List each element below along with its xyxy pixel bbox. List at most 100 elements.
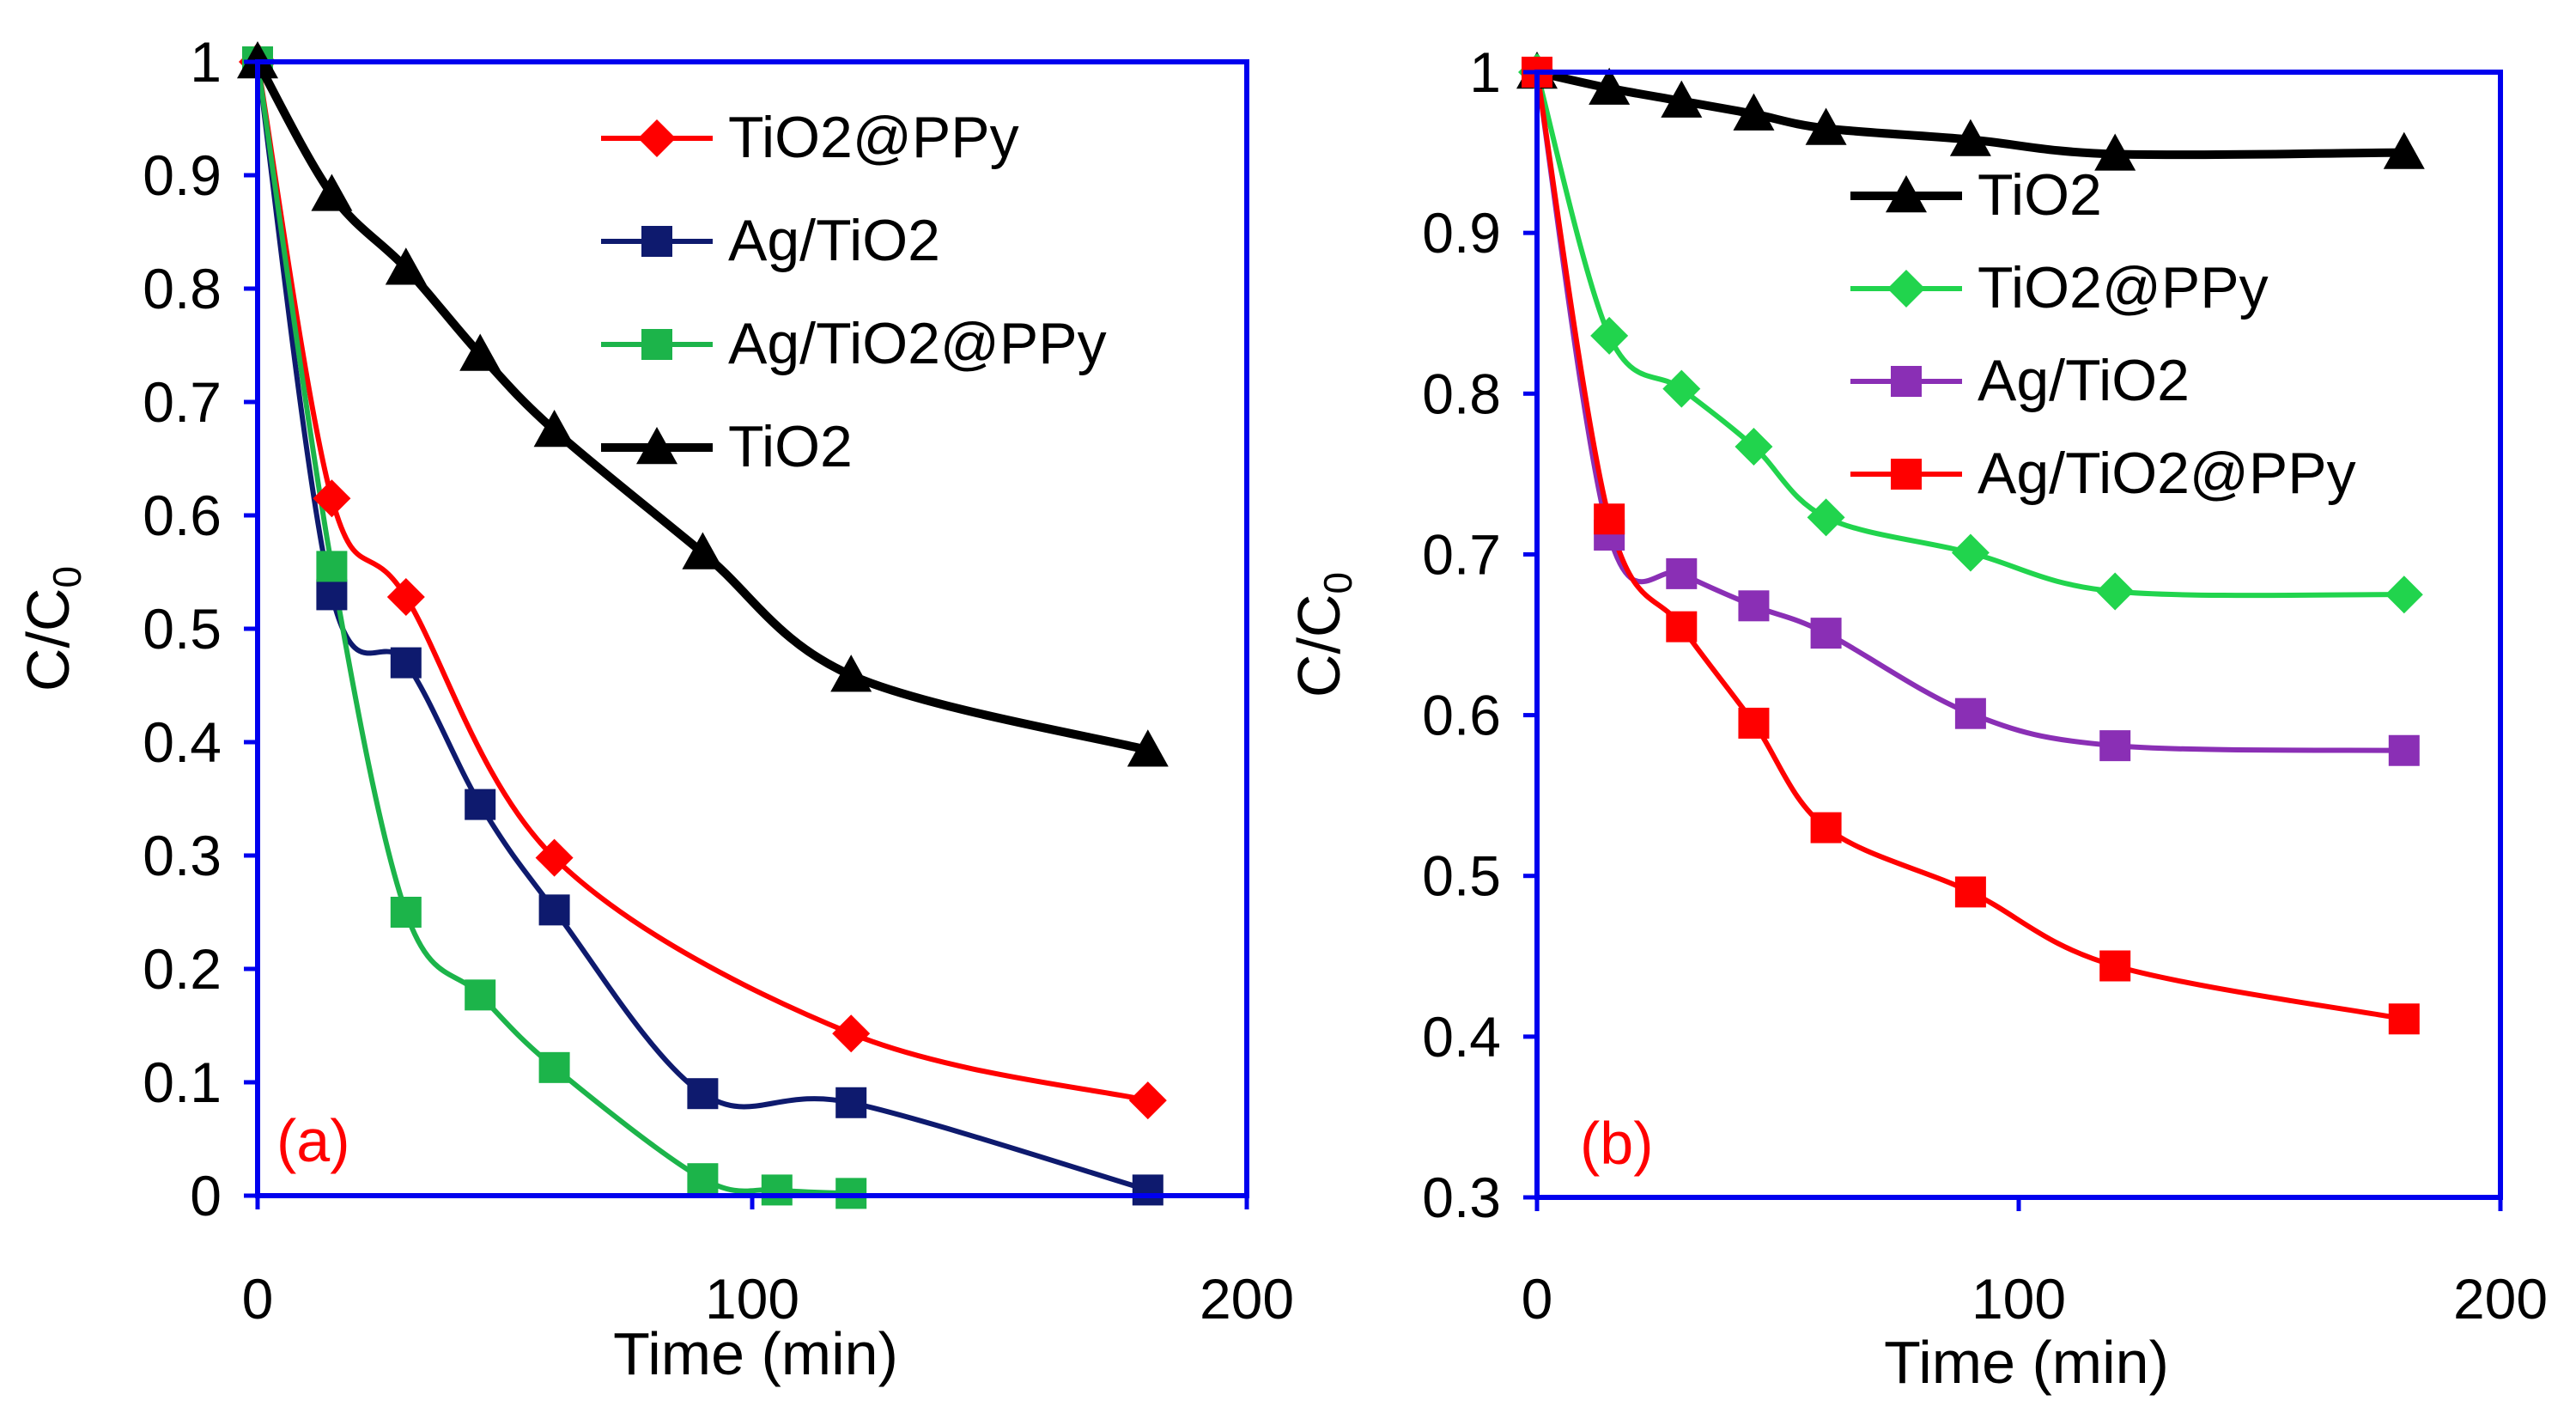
data-point-ag-tio2-ppy (687, 1163, 719, 1195)
y-axis-title-main: C/C (1285, 594, 1352, 698)
y-tick-label: 1 (190, 30, 222, 94)
legend-label-tio2-ppy: TiO2@PPy (1978, 255, 2269, 320)
data-point-tio2-ppy (2385, 576, 2423, 614)
data-point-tio2 (1127, 729, 1169, 767)
data-point-ag-tio2-ppy (538, 1051, 570, 1083)
y-tick-label: 0.8 (1422, 362, 1501, 425)
y-axis-title-main: C/C (15, 588, 82, 692)
axis-ticks: 0.3 0.4 0.5 0.6 0.7 0.8 0.9 1 0 100 200 (1422, 40, 2548, 1331)
y-tick-label: 0.4 (1422, 1005, 1501, 1069)
data-point-ag-tio2 (390, 647, 422, 679)
data-point-tio2 (1805, 107, 1847, 145)
y-tick-label: 0.7 (143, 370, 222, 434)
data-point-ag-tio2-ppy (1954, 876, 1986, 908)
data-point-ag-tio2-ppy (390, 897, 422, 928)
data-point-ag-tio2-ppy (2388, 1003, 2420, 1035)
legend-label-tio2-ppy: TiO2@PPy (728, 105, 1019, 170)
y-axis-title: C/C0 (1285, 572, 1360, 697)
x-tick-label: 100 (1971, 1267, 2066, 1331)
data-point-ag-tio2 (465, 789, 496, 820)
data-point-tio2-ppy (386, 578, 425, 617)
data-point-ag-tio2-ppy (1810, 812, 1842, 843)
axis-ticks: 0 0.1 0.2 0.3 0.4 0.5 0.6 0.7 0.8 0.9 1 0 100 200 (143, 30, 1294, 1331)
data-point-ag-tio2-ppy (761, 1174, 793, 1206)
x-axis-title: Time (min) (1884, 1329, 2169, 1396)
legend-swatch-marker (1891, 366, 1922, 397)
series-markers (237, 41, 1169, 1209)
data-point-tio2 (533, 410, 575, 448)
x-axis-title: Time (min) (613, 1320, 898, 1387)
data-point-tio2 (830, 655, 872, 692)
x-tick-label: 200 (2453, 1267, 2548, 1331)
y-tick-label: 0.5 (1422, 844, 1501, 908)
panel-label: (b) (1580, 1110, 1654, 1177)
panel-label: (a) (276, 1107, 350, 1174)
data-point-ag-tio2-ppy (316, 551, 348, 582)
y-tick-label: 0.9 (143, 143, 222, 207)
data-point-ag-tio2-ppy (1738, 707, 1770, 739)
x-tick-label: 200 (1200, 1267, 1294, 1331)
data-point-tio2-ppy (2096, 572, 2135, 611)
y-tick-label: 0.7 (1422, 522, 1501, 586)
legend-label-tio2: TiO2 (1978, 162, 2102, 228)
data-point-ag-tio2-ppy (2099, 950, 2131, 982)
data-point-ag-tio2 (1132, 1174, 1163, 1206)
legend-label-ag-tio2-ppy: Ag/TiO2@PPy (1978, 441, 2356, 506)
data-point-tio2-ppy (1735, 428, 1773, 466)
data-point-tio2 (1949, 119, 1991, 156)
y-tick-label: 0.5 (143, 597, 222, 661)
data-point-ag-tio2-ppy (1666, 611, 1698, 643)
y-tick-label: 0.3 (1422, 1166, 1501, 1229)
x-tick-label: 100 (705, 1267, 799, 1331)
data-point-ag-tio2 (835, 1087, 867, 1118)
y-tick-label: 0.2 (143, 937, 222, 1001)
legend-label-ag-tio2: Ag/TiO2 (728, 208, 940, 273)
legend-label-ag-tio2-ppy: Ag/TiO2@PPy (728, 311, 1107, 376)
legend-label-tio2: TiO2 (728, 414, 853, 479)
data-point-tio2 (311, 174, 353, 211)
legend: TiO2 TiO2@PPy Ag/TiO2 Ag/TiO2@PPy (1850, 162, 2356, 506)
data-point-tio2-ppy (535, 838, 574, 877)
data-point-ag-tio2-ppy (465, 979, 496, 1011)
data-point-ag-tio2 (2388, 734, 2420, 766)
legend-swatch-marker (638, 119, 676, 157)
y-tick-label: 0 (190, 1164, 222, 1227)
y-tick-label: 0.3 (143, 824, 222, 887)
chart-panel-a: 0 0.1 0.2 0.3 0.4 0.5 0.6 0.7 0.8 0.9 1 0 100 200 TiO… (15, 30, 1294, 1387)
y-tick-label: 0.9 (1422, 201, 1501, 265)
legend-swatch-marker (636, 427, 677, 465)
legend-swatch-marker (641, 329, 672, 360)
data-point-ag-tio2 (1666, 557, 1698, 589)
data-point-ag-tio2 (538, 894, 570, 926)
data-point-tio2 (682, 532, 724, 569)
legend-swatch-marker (1887, 270, 1925, 308)
legend-swatch-marker (1891, 459, 1922, 490)
y-tick-label: 0.8 (143, 257, 222, 320)
data-point-tio2-ppy (1807, 498, 1845, 537)
data-point-tio2-ppy (1128, 1081, 1167, 1120)
series-line-tio2-ppy (255, 61, 1149, 1104)
x-tick-label: 0 (1522, 1267, 1553, 1331)
legend-swatch-marker (641, 226, 672, 257)
data-point-tio2 (385, 247, 427, 285)
data-point-ag-tio2 (1810, 618, 1842, 649)
x-tick-label: 0 (242, 1267, 274, 1331)
data-point-tio2-ppy (1590, 316, 1629, 355)
data-point-tio2 (1733, 93, 1775, 131)
data-point-ag-tio2 (1738, 590, 1770, 622)
y-tick-label: 0.6 (143, 484, 222, 547)
data-point-tio2-ppy (1951, 533, 1990, 572)
series-line-ag-tio2-ppy (255, 61, 852, 1197)
data-point-tio2-ppy (832, 1014, 871, 1053)
data-point-tio2-ppy (1662, 369, 1701, 408)
y-axis-title: C/C0 (15, 566, 89, 691)
y-tick-label: 0.1 (143, 1051, 222, 1114)
data-point-ag-tio2 (2099, 730, 2131, 762)
y-axis-title-subscript: 0 (45, 566, 89, 588)
y-axis-title-subscript: 0 (1315, 572, 1360, 594)
legend-swatch-marker (1886, 175, 1927, 213)
data-point-tio2 (2094, 133, 2136, 171)
data-point-tio2 (2383, 131, 2425, 169)
data-point-tio2 (1661, 80, 1703, 118)
